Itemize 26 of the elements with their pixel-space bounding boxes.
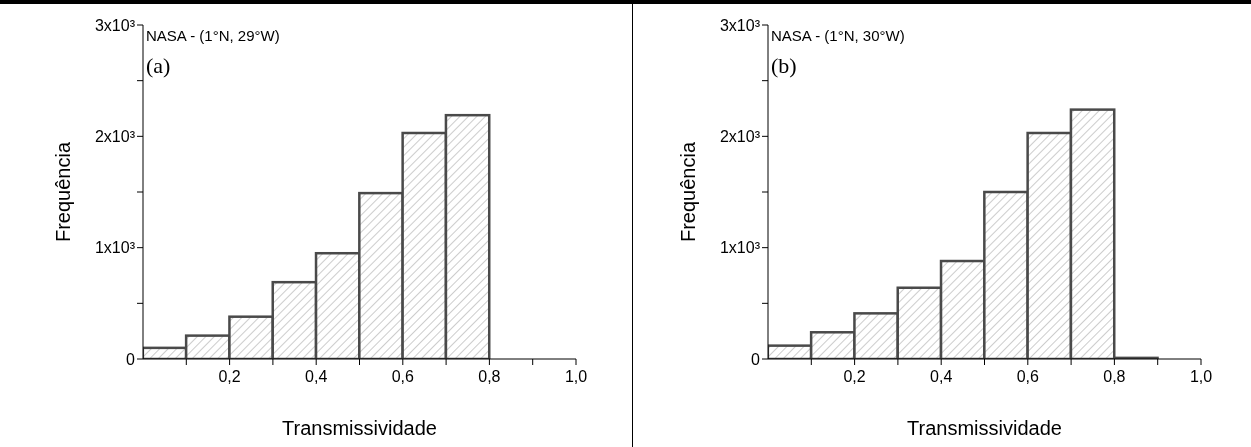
x-tick-label: 0,6 (1016, 368, 1040, 386)
x-tick-label: 0,8 (478, 368, 501, 386)
annotation: (b) (771, 53, 797, 79)
y-tick-label: 3x10³ (94, 16, 136, 34)
y-tick-label: 1x10³ (94, 239, 136, 257)
annotation: (a) (146, 53, 171, 79)
annotation: NASA - (1°N, 29°W) (146, 27, 280, 44)
x-tick-label: 1,0 (1189, 368, 1213, 386)
x-axis-title: Transmissividade (907, 417, 1062, 439)
x-tick-label: 0,6 (391, 368, 415, 386)
x-tick-label: 1,0 (564, 368, 588, 386)
x-tick-label: 0,4 (305, 368, 328, 386)
y-tick-label: 2x10³ (94, 128, 136, 146)
y-tick-label: 0 (126, 350, 136, 368)
x-tick-label: 0,2 (218, 368, 241, 386)
x-tick-label: 0,4 (930, 368, 953, 386)
y-axis-title: Frequência (677, 141, 700, 243)
x-tick-label: 0,2 (843, 368, 866, 386)
y-tick-label: 2x10³ (719, 128, 761, 146)
y-tick-label: 3x10³ (719, 16, 761, 34)
y-tick-label: 1x10³ (719, 239, 761, 257)
x-tick-label: 0,8 (1103, 368, 1126, 386)
x-axis-title: Transmissividade (282, 417, 437, 439)
annotation: NASA - (1°N, 30°W) (771, 27, 905, 44)
y-tick-label: 0 (751, 350, 761, 368)
y-axis-title: Frequência (52, 141, 75, 243)
